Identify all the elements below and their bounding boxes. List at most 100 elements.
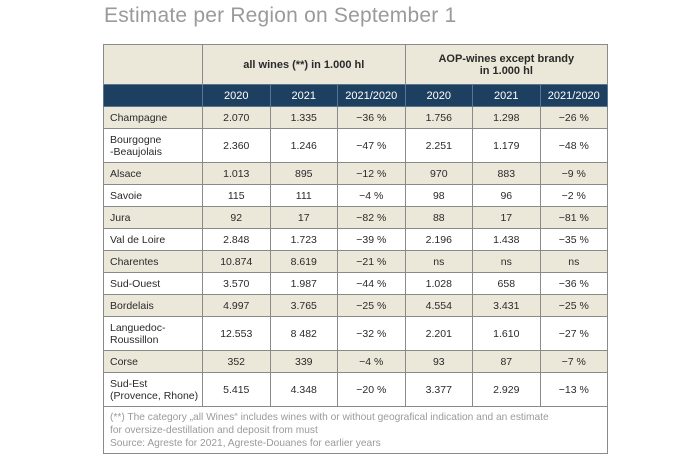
- value-cell: −20 %: [337, 372, 406, 407]
- region-cell: Champagne: [103, 106, 203, 129]
- value-cell: 1.438: [472, 228, 541, 251]
- value-cell: 1.610: [472, 316, 541, 351]
- table-row: Sud-Est (Provence, Rhone) 5.415 4.348 −20 % 3…: [103, 372, 609, 407]
- region-name-line: Val de Loire: [110, 233, 166, 246]
- value-cell: 339: [269, 350, 338, 373]
- value-cell: −13 %: [539, 372, 609, 407]
- region-name-line: Bourgogne: [110, 133, 162, 146]
- table-row: Charentes 10.874 8.619 −21 % ns ns ns: [103, 250, 609, 273]
- region-cell: Charentes: [103, 250, 203, 273]
- value-cell: 1.298: [472, 106, 541, 129]
- region-cell: Savoie: [103, 184, 203, 207]
- region-cell: Val de Loire: [103, 228, 203, 251]
- region-cell: Bordelais: [103, 294, 203, 317]
- value-cell: 4.348: [269, 372, 338, 407]
- value-cell: 2.201: [404, 316, 474, 351]
- group-header-aop-line1: AOP-wines except brandy: [438, 52, 575, 65]
- region-name-line: Roussillon: [110, 333, 159, 346]
- value-cell: 3.431: [472, 294, 541, 317]
- value-cell: 111: [269, 184, 338, 207]
- group-header-blank: [103, 44, 203, 85]
- value-cell: −4 %: [337, 184, 406, 207]
- value-cell: 87: [472, 350, 541, 373]
- region-name-line: -Beaujolais: [110, 145, 162, 158]
- value-cell: 895: [269, 162, 338, 185]
- table-row: Alsace 1.013 895 −12 % 970 883 −9 %: [103, 162, 609, 185]
- value-cell: −27 %: [539, 316, 609, 351]
- region-name-line: Languedoc-: [110, 321, 166, 334]
- footnote-cell: (**) The category „all Wines“ includes w…: [102, 406, 609, 454]
- table-row: Bordelais 4.997 3.765 −25 % 4.554 3.431 −25 %: [103, 294, 609, 317]
- value-cell: 3.765: [269, 294, 338, 317]
- value-cell: 2.196: [404, 228, 474, 251]
- value-cell: 115: [202, 184, 271, 207]
- region-name-line: Sud-Ouest: [110, 277, 161, 290]
- value-cell: 93: [404, 350, 474, 373]
- region-cell: Sud-Est (Provence, Rhone): [103, 372, 203, 407]
- value-cell: 2.251: [404, 128, 474, 163]
- group-header-row: all wines (**) in 1.000 hl AOP-wines exc…: [103, 44, 609, 85]
- value-cell: −36 %: [539, 272, 609, 295]
- value-cell: −26 %: [539, 106, 609, 129]
- value-cell: 2.929: [472, 372, 541, 407]
- table-row: Jura 92 17 −82 % 88 17 −81 %: [103, 206, 609, 229]
- value-cell: 1.246: [269, 128, 338, 163]
- footnote-line: Source: Agreste for 2021, Agreste-Douane…: [110, 438, 381, 449]
- value-cell: 2.070: [202, 106, 271, 129]
- value-cell: 883: [472, 162, 541, 185]
- year-header-blank: [103, 84, 203, 107]
- table-row: Savoie 115 111 −4 % 98 96 −2 %: [103, 184, 609, 207]
- value-cell: 1.028: [404, 272, 474, 295]
- value-cell: 96: [472, 184, 541, 207]
- group-header-aop-wines: AOP-wines except brandy in 1.000 hl: [404, 44, 609, 85]
- value-cell: 970: [404, 162, 474, 185]
- value-cell: 4.997: [202, 294, 271, 317]
- value-cell: −39 %: [337, 228, 406, 251]
- value-cell: −25 %: [337, 294, 406, 317]
- region-cell: Sud-Ouest: [103, 272, 203, 295]
- value-cell: −48 %: [539, 128, 609, 163]
- value-cell: −35 %: [539, 228, 609, 251]
- year-header-cell: 2021/2020: [337, 84, 406, 107]
- region-cell: Bourgogne -Beaujolais: [103, 128, 203, 163]
- value-cell: ns: [472, 250, 541, 273]
- value-cell: 12.553: [202, 316, 271, 351]
- page-title: Estimate per Region on September 1: [104, 4, 457, 27]
- footnote-line: (**) The category „all Wines“ includes w…: [110, 412, 549, 423]
- value-cell: −9 %: [539, 162, 609, 185]
- value-cell: 4.554: [404, 294, 474, 317]
- value-cell: −21 %: [337, 250, 406, 273]
- value-cell: 17: [472, 206, 541, 229]
- region-cell: Jura: [103, 206, 203, 229]
- region-cell: Alsace: [103, 162, 203, 185]
- value-cell: 8 482: [269, 316, 338, 351]
- value-cell: −44 %: [337, 272, 406, 295]
- region-name-line: Bordelais: [110, 299, 154, 312]
- value-cell: 658: [472, 272, 541, 295]
- region-name-line: Charentes: [110, 255, 159, 268]
- footnote-line: for oversize-destillation and deposit fr…: [110, 425, 318, 436]
- value-cell: 5.415: [202, 372, 271, 407]
- estimate-table: all wines (**) in 1.000 hl AOP-wines exc…: [102, 44, 609, 454]
- region-cell: Languedoc- Roussillon: [103, 316, 203, 351]
- value-cell: −81 %: [539, 206, 609, 229]
- year-header-cell: 2021: [269, 84, 338, 107]
- value-cell: −2 %: [539, 184, 609, 207]
- value-cell: 92: [202, 206, 271, 229]
- value-cell: 8.619: [269, 250, 338, 273]
- group-header-all-wines: all wines (**) in 1.000 hl: [202, 44, 406, 85]
- value-cell: 17: [269, 206, 338, 229]
- footnote-row: (**) The category „all Wines“ includes w…: [102, 406, 609, 454]
- table-row: Languedoc- Roussillon 12.553 8 482 −32 % 2.20…: [103, 316, 609, 351]
- value-cell: 1.179: [472, 128, 541, 163]
- value-cell: 1.987: [269, 272, 338, 295]
- value-cell: ns: [539, 250, 609, 273]
- value-cell: −32 %: [337, 316, 406, 351]
- value-cell: −36 %: [337, 106, 406, 129]
- value-cell: 98: [404, 184, 474, 207]
- table-row: Corse 352 339 −4 % 93 87 −7 %: [103, 350, 609, 373]
- table-row: Sud-Ouest 3.570 1.987 −44 % 1.028 658 −36 %: [103, 272, 609, 295]
- value-cell: ns: [404, 250, 474, 273]
- region-name-line: Corse: [110, 355, 139, 368]
- table-row: Bourgogne -Beaujolais 2.360 1.246 −47 % 2.251…: [103, 128, 609, 163]
